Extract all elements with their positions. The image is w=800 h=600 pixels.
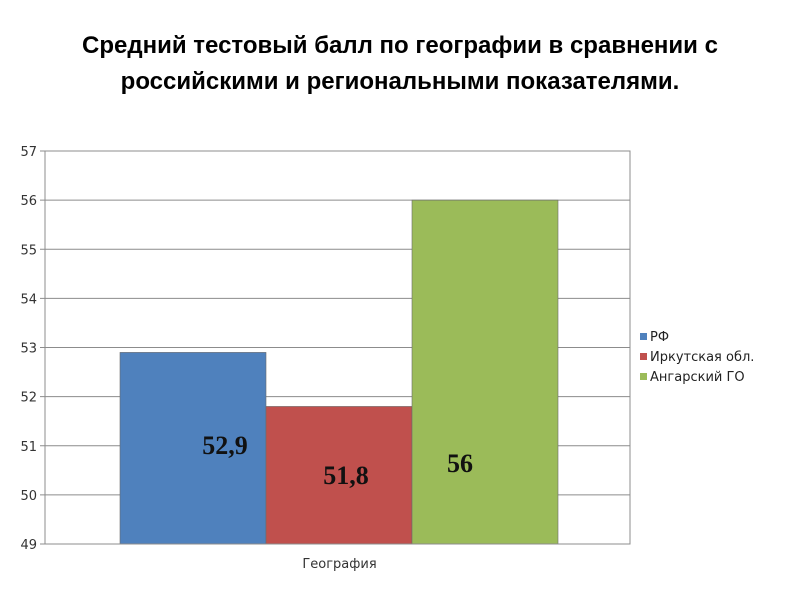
legend-swatch-3	[640, 373, 647, 380]
y-tick-label: 57	[20, 145, 37, 160]
y-tick-label: 54	[20, 292, 37, 307]
legend-swatch-2	[640, 353, 647, 360]
legend-swatch-1	[640, 333, 647, 340]
y-tick-label: 49	[20, 538, 37, 553]
legend-label-1: РФ	[650, 330, 669, 345]
legend-label-2: Иркутская обл.	[650, 350, 754, 365]
y-tick-label: 52	[20, 391, 37, 406]
bar-3	[411, 199, 559, 545]
chart-title: Средний тестовый балл по географии в сра…	[0, 28, 800, 100]
chart-title-line-2: российскими и региональными показателями…	[120, 68, 680, 95]
y-tick-label: 50	[20, 489, 37, 504]
y-tick-label: 51	[20, 440, 37, 455]
data-label-1: 52,9	[202, 431, 248, 460]
legend-label-3: Ангарский ГО	[650, 370, 745, 385]
y-tick-label: 56	[20, 194, 37, 209]
bar-2	[265, 406, 413, 545]
bar-1	[119, 352, 267, 545]
y-tick-label: 53	[20, 342, 37, 357]
chart-title-line-1: Средний тестовый балл по географии в сра…	[82, 32, 718, 59]
data-label-2: 51,8	[323, 461, 369, 490]
x-category-label: География	[302, 557, 376, 572]
y-tick-label: 55	[20, 243, 37, 258]
data-label-3: 56	[447, 449, 473, 478]
